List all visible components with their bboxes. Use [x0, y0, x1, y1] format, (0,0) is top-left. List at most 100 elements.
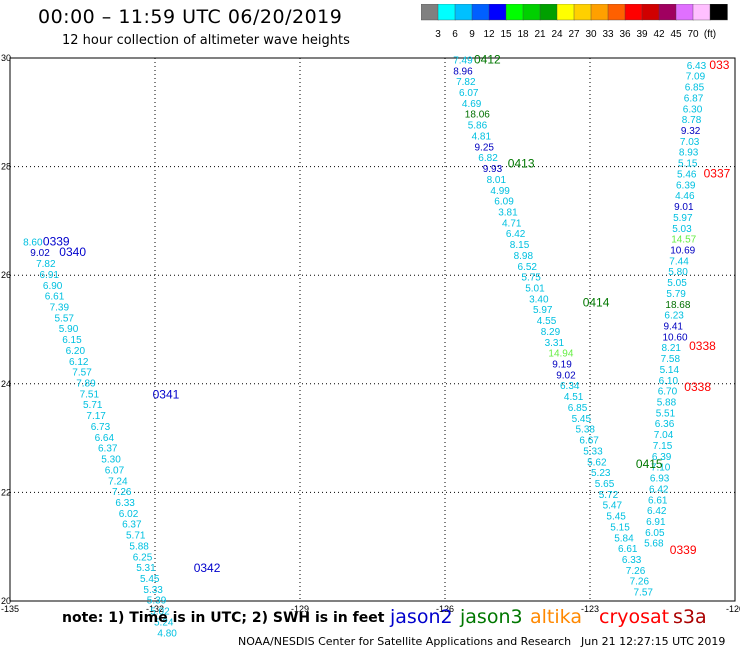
wave-height-value: 6.33	[622, 555, 642, 566]
wave-height-value: 6.12	[69, 357, 89, 368]
wave-height-value: 6.82	[478, 153, 498, 164]
footer-timestamp: Jun 21 12:27:15 UTC 2019	[581, 635, 726, 648]
wave-height-value: 8.29	[541, 327, 561, 338]
wave-height-value: 4.46	[675, 191, 695, 202]
colorbar-label: 27	[568, 29, 580, 40]
wave-height-value: 8.60	[23, 237, 43, 248]
wave-height-value: 4.51	[564, 392, 584, 403]
wave-height-value: 18.06	[465, 110, 490, 121]
wave-height-value: 5.71	[126, 531, 146, 542]
wave-height-value: 5.01	[525, 284, 545, 295]
wave-height-value: 5.15	[678, 159, 698, 170]
wave-height-value: 7.39	[50, 303, 70, 314]
colorbar-label: 6	[452, 29, 458, 40]
wave-height-value: 5.14	[660, 365, 680, 376]
wave-height-value: 6.43	[687, 61, 707, 72]
wave-height-value: 6.42	[647, 506, 667, 517]
track-label: 0339	[43, 234, 70, 248]
y-tick-label: 20	[1, 596, 11, 606]
wave-height-value: 8.21	[662, 343, 682, 354]
wave-height-value: 7.89	[76, 379, 96, 390]
wave-height-value: 6.20	[66, 346, 86, 357]
wave-height-value: 5.33	[143, 585, 163, 596]
x-tick-label: -123	[581, 604, 599, 614]
wave-height-value: 5.97	[673, 213, 693, 224]
wave-height-value: 9.41	[664, 322, 684, 333]
wave-height-value: 7.09	[686, 72, 706, 83]
colorbar-label: 42	[653, 29, 665, 40]
wave-height-value: 7.82	[36, 259, 56, 270]
legend-jason3: jason3	[460, 606, 523, 628]
wave-height-value: 5.97	[533, 305, 553, 316]
track-label: 0415	[636, 457, 663, 471]
wave-height-value: 5.31	[136, 563, 156, 574]
wave-height-value: 8.78	[682, 115, 702, 126]
y-tick-label: 22	[1, 487, 11, 497]
wave-height-value: 6.39	[652, 452, 672, 463]
wave-height-value: 7.03	[680, 137, 700, 148]
wave-height-value: 6.52	[518, 262, 538, 273]
wave-height-value: 4.99	[490, 186, 510, 197]
colorbar-label: 9	[469, 29, 475, 40]
wave-height-value: 6.90	[43, 281, 63, 292]
wave-height-value: 3.81	[498, 208, 518, 219]
wave-height-value: 9.25	[475, 142, 495, 153]
wave-height-value: 6.70	[658, 387, 678, 398]
page-subtitle: 12 hour collection of altimeter wave hei…	[62, 33, 350, 48]
wave-height-value: 6.09	[494, 197, 514, 208]
legend-altika: altika	[530, 606, 582, 628]
colorbar-label: 36	[619, 29, 631, 40]
wave-height-value: 6.37	[122, 520, 142, 531]
wave-height-value: 6.61	[618, 544, 638, 555]
x-tick-label: -129	[291, 604, 309, 614]
wave-height-value: 5.23	[591, 468, 611, 479]
track-label: 0339	[670, 543, 697, 557]
wave-height-value: 7.82	[456, 77, 476, 88]
wave-height-value: 6.67	[579, 436, 599, 447]
wave-height-value: 5.90	[59, 324, 79, 335]
colorbar-swatch	[709, 4, 728, 21]
colorbar-label: (ft)	[704, 29, 716, 40]
wave-height-value: 5.45	[140, 574, 160, 585]
footer-note: note: 1) Time is in UTC; 2) SWH is in fe…	[62, 610, 385, 626]
wave-height-value: 9.02	[30, 248, 50, 259]
wave-height-value: 6.85	[685, 83, 705, 94]
wave-height-value: 5.30	[101, 455, 121, 466]
wave-height-value: 10.69	[670, 246, 695, 257]
wave-height-value: 5.88	[129, 541, 149, 552]
wave-height-value: 6.85	[568, 403, 588, 414]
wave-height-value: 6.10	[659, 376, 679, 387]
wave-height-value: 7.44	[669, 256, 689, 267]
colorbar-label: 18	[517, 29, 529, 40]
map-frame	[9, 57, 736, 602]
wave-height-value: 5.68	[644, 539, 664, 550]
wave-height-value: 5.80	[668, 267, 688, 278]
wave-height-value: 5.71	[83, 400, 103, 411]
track-label: 0412	[474, 52, 501, 66]
track-label: 033	[709, 58, 729, 72]
wave-height-value: 5.46	[677, 170, 697, 181]
wave-height-value: 9.32	[681, 126, 701, 137]
wave-height-value: 7.58	[661, 354, 681, 365]
wave-height-value: 6.15	[62, 335, 82, 346]
track-label: 0338	[684, 380, 711, 394]
wave-height-value: 6.25	[133, 552, 153, 563]
wave-height-value: 6.36	[655, 419, 675, 430]
x-tick-label: -126	[436, 604, 454, 614]
wave-height-value: 10.60	[663, 332, 688, 343]
wave-height-value: 8.98	[514, 251, 534, 262]
wave-height-value: 6.37	[98, 444, 118, 455]
wave-height-value: 6.02	[119, 509, 139, 520]
wave-height-value: 7.57	[72, 368, 92, 379]
wave-height-value: 9.01	[674, 202, 694, 213]
wave-height-value: 5.57	[55, 313, 75, 324]
wave-height-value: 5.86	[468, 121, 488, 132]
wave-height-value: 6.87	[684, 93, 704, 104]
wave-height-value: 9.02	[556, 370, 576, 381]
track-label: 0338	[689, 339, 716, 353]
wave-height-value: 6.30	[683, 104, 703, 115]
track-label: 0414	[583, 296, 610, 310]
x-tick-label: -135	[1, 604, 19, 614]
wave-height-value: 6.07	[459, 88, 479, 99]
